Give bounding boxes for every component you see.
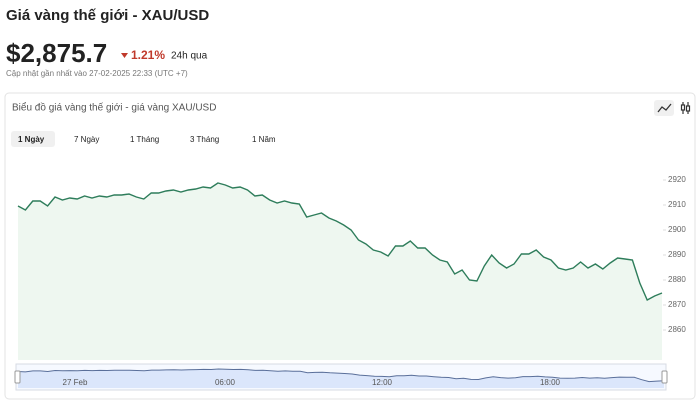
navigator-handle[interactable] [661,370,668,384]
y-tick-label: 2860 [668,325,686,334]
y-tick-label: 2890 [668,250,686,259]
tab[interactable]: 1 Ngày [18,135,45,144]
page-title: Giá vàng thế giới - XAU/USD [6,7,209,24]
y-tick-label: 2920 [668,175,686,184]
navigator-label: 06:00 [215,378,236,387]
y-tick-label: 2900 [668,225,686,234]
price: $2,875.7 [6,38,107,68]
down-arrow [121,53,128,58]
navigator-line [17,368,665,383]
navigator-label: 12:00 [372,378,393,387]
navigator-handle[interactable] [14,370,21,384]
navigator-series: 27 Feb 06:00 12:00 18:00 [17,368,665,388]
y-tick-label: 2880 [668,275,686,284]
tabs: 1 Ngày 7 Ngày 1 Tháng 3 Tháng 1 Năm [11,131,276,147]
tab[interactable]: 1 Năm [252,135,276,144]
plot: 2860 2870 2880 2890 2900 2910 2920 [17,175,686,360]
card-title: Biểu đồ giá vàng thế giới - giá vàng XAU… [12,102,216,114]
updated: Cập nhật gần nhất vào 27-02-2025 22:33 (… [6,69,188,78]
tab[interactable]: 7 Ngày [74,135,99,144]
y-tick-label: 2870 [668,300,686,309]
change: 1.21% [131,48,165,62]
tab[interactable]: 1 Tháng [130,135,159,144]
navigator-label: 27 Feb [63,378,88,387]
line-icon [657,103,672,113]
candle-mode-button[interactable] [680,102,691,114]
change-period: 24h qua [171,51,208,62]
tab-active-bg[interactable] [11,131,55,147]
area [18,183,662,360]
navigator-label: 18:00 [540,378,561,387]
navigator-area [18,369,664,388]
tab[interactable]: 3 Tháng [190,135,219,144]
line [17,182,663,301]
y-tick-label: 2910 [668,200,686,209]
